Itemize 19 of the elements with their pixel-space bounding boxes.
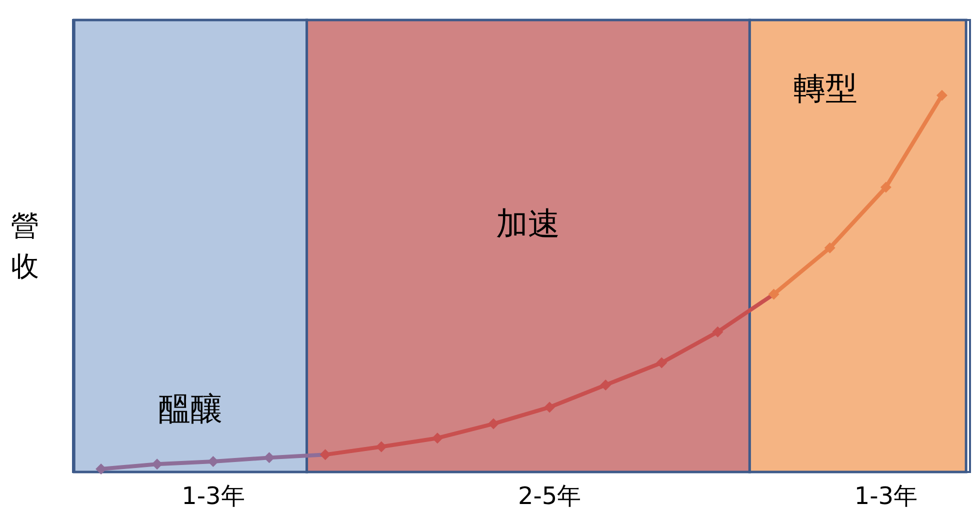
point [488,418,499,430]
point [320,449,331,460]
point [712,326,724,338]
point [880,182,892,193]
y-axis-title: 營收 [11,210,39,282]
point [824,242,836,254]
x-tick-label: 1-3年 [182,482,245,510]
x-tick-label: 1-3年 [854,482,918,510]
point [600,379,612,390]
annotation: 醞釀 [158,390,222,428]
point [936,90,948,101]
point [544,402,556,413]
x-tick-label: 2-5年 [518,482,582,510]
point [656,357,668,368]
annotation: 加速 [496,204,560,242]
annotation: 轉型 [793,68,858,107]
point [376,441,387,452]
point [768,288,780,300]
point [432,432,443,444]
